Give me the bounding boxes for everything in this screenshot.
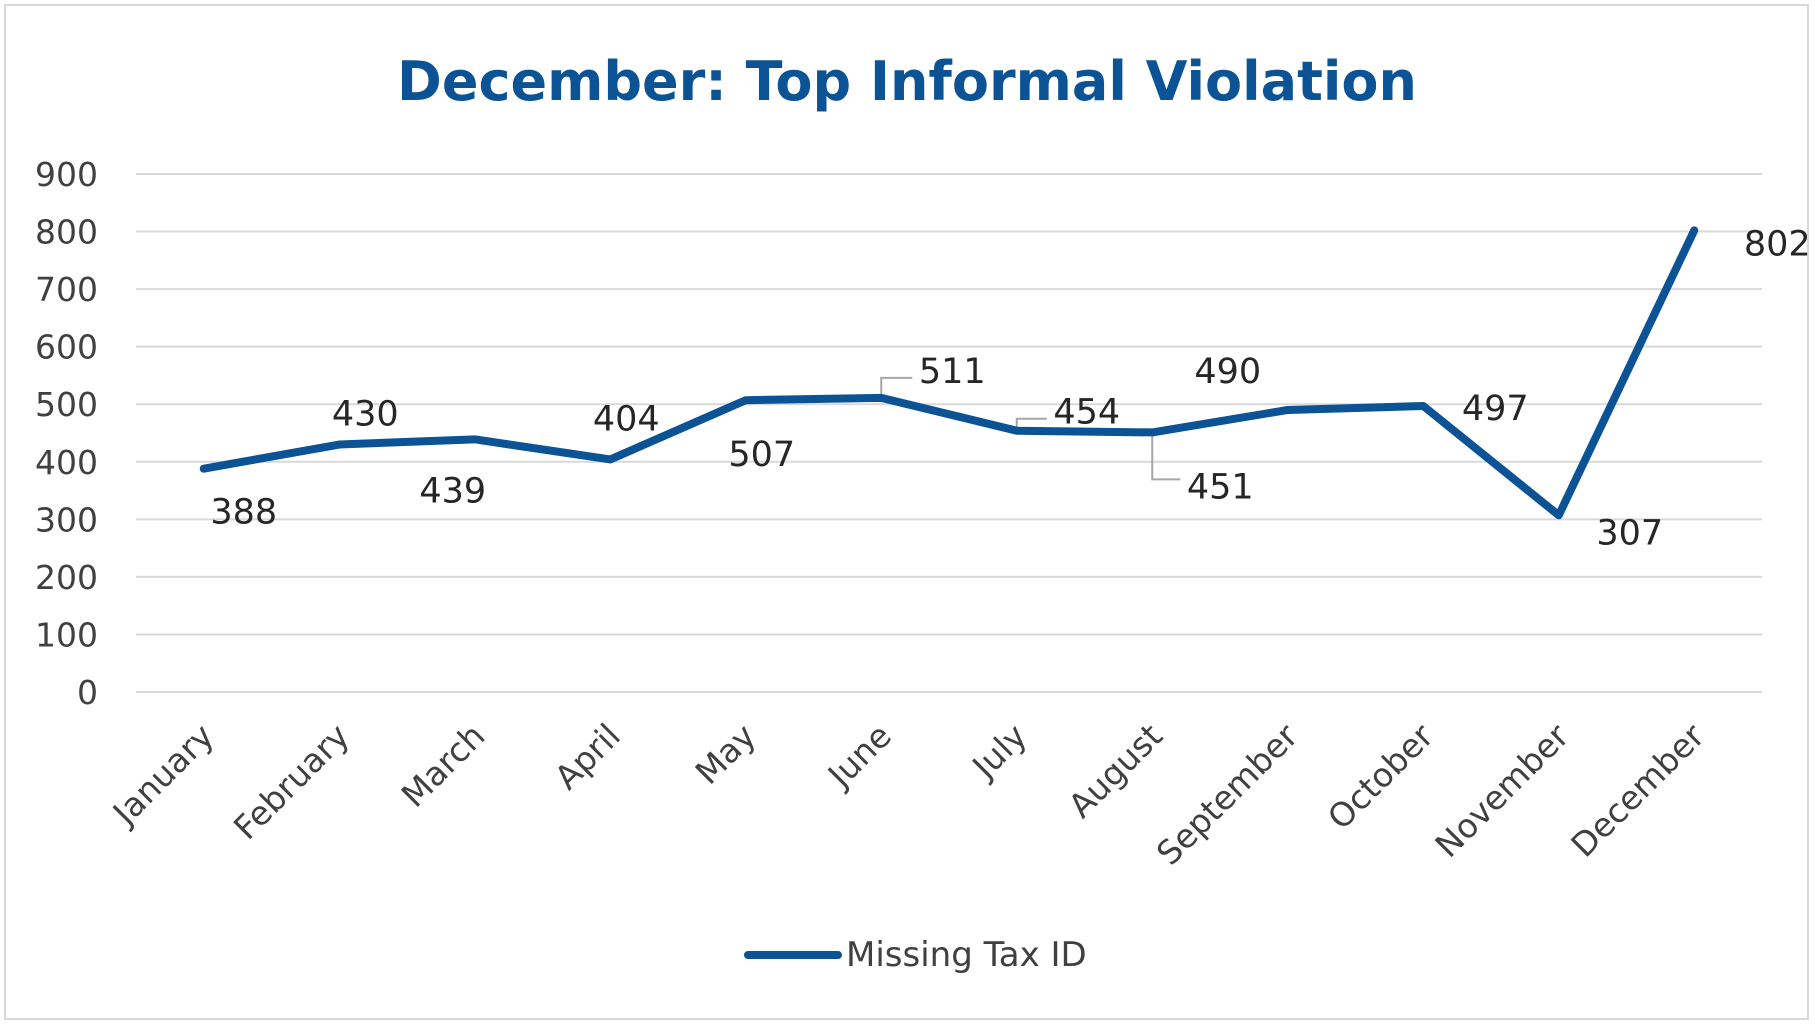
y-tick-label: 700	[35, 270, 98, 309]
chart-title: December: Top Informal Violation	[397, 50, 1417, 113]
series-line-missing-tax-id	[199, 226, 1699, 520]
x-tick-label: October	[1320, 716, 1441, 837]
y-tick-label: 600	[35, 328, 98, 367]
gridlines	[136, 173, 1762, 693]
x-tick-label: June	[819, 716, 899, 796]
series-lines	[199, 226, 1699, 520]
x-tick-label: April	[547, 716, 628, 797]
x-tick-label: August	[1061, 716, 1170, 825]
y-tick-label: 100	[35, 615, 98, 654]
y-tick-label: 500	[35, 385, 98, 424]
y-tick-label: 200	[35, 558, 98, 597]
y-tick-label: 800	[35, 213, 98, 252]
y-tick-label: 400	[35, 443, 98, 482]
x-tick-label: January	[104, 716, 221, 833]
y-tick-label: 0	[77, 673, 98, 712]
data-label: 497	[1462, 389, 1529, 429]
y-axis: 0 100 200 300 400 500 600 700 800 900	[35, 155, 98, 712]
data-label: 454	[1053, 393, 1120, 433]
y-tick-label: 300	[35, 500, 98, 539]
label-leader-lines	[880, 376, 1181, 481]
data-label: 430	[332, 395, 399, 435]
x-axis: January February March April May June July Augu…	[104, 716, 1712, 873]
leader-line	[1151, 436, 1181, 481]
x-tick-label: November	[1427, 716, 1576, 865]
data-labels: 388 430 439 404 507 511 454 451 490 497 307 802	[210, 224, 1810, 553]
data-label: 404	[593, 399, 660, 439]
leader-line	[1015, 417, 1047, 427]
x-tick-label: December	[1563, 716, 1712, 865]
data-label: 802	[1744, 224, 1811, 264]
data-label: 388	[210, 493, 277, 533]
x-tick-label: February	[226, 716, 357, 847]
data-label: 451	[1187, 467, 1254, 507]
x-tick-label: May	[688, 716, 764, 792]
data-label: 511	[919, 352, 986, 392]
legend-label: Missing Tax ID	[846, 935, 1087, 975]
y-tick-label: 900	[35, 155, 98, 194]
x-tick-label: March	[394, 716, 493, 815]
x-tick-label: July	[963, 716, 1034, 787]
data-label: 307	[1596, 513, 1663, 553]
leader-line	[880, 376, 913, 394]
data-label: 490	[1194, 352, 1261, 392]
data-label: 439	[419, 471, 486, 511]
x-tick-label: September	[1149, 716, 1306, 873]
data-label: 507	[728, 435, 795, 475]
legend: Missing Tax ID	[744, 935, 1087, 975]
